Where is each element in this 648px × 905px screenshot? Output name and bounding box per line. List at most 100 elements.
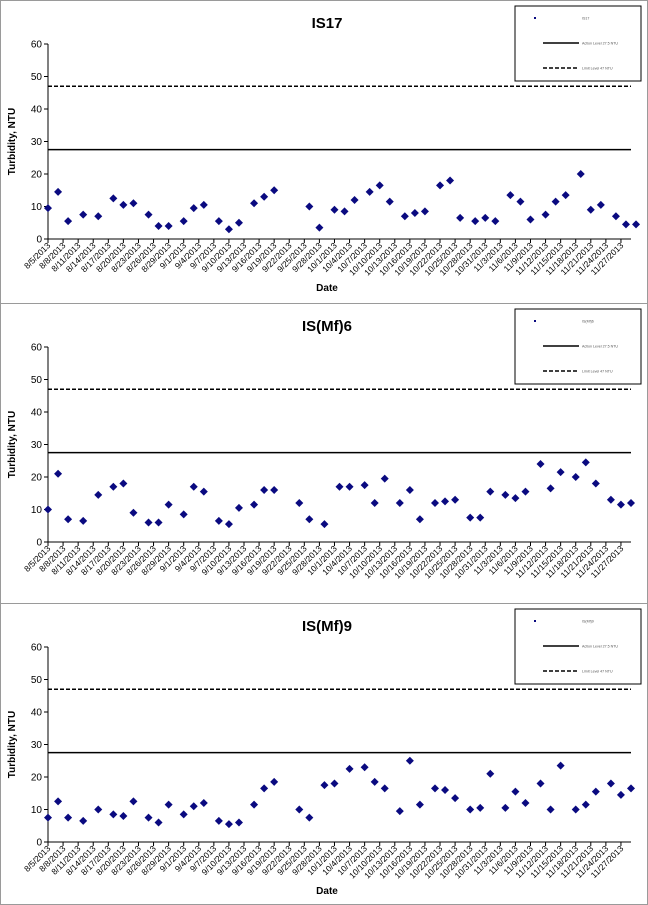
data-point (375, 181, 384, 190)
data-point (164, 222, 173, 230)
data-point (466, 805, 475, 814)
data-point (632, 220, 641, 229)
data-point (380, 474, 389, 483)
data-point (370, 499, 379, 507)
data-point (441, 786, 450, 794)
data-point (64, 217, 73, 226)
data-point (330, 779, 339, 788)
legend-label: IS17 (582, 17, 589, 21)
legend-marker (534, 320, 536, 322)
data-point (395, 499, 404, 507)
data-point (385, 197, 394, 206)
legend-label: Action Level 27.5 NTU (582, 645, 618, 649)
data-point (606, 495, 615, 504)
y-tick-label: 0 (36, 538, 42, 549)
data-point (410, 209, 419, 217)
legend-label: Action Level 27.5 NTU (582, 345, 618, 349)
chart-title: IS(Mf)6 (302, 318, 352, 335)
data-point (154, 518, 163, 527)
y-tick-label: 20 (31, 170, 43, 181)
data-point (486, 769, 495, 778)
data-point (295, 499, 304, 507)
data-point (129, 797, 138, 806)
data-point (405, 486, 414, 494)
data-point (606, 779, 615, 788)
data-point (395, 807, 404, 816)
legend-label: Limit Level 47 NTU (582, 670, 613, 674)
y-axis-title: Turbidity, NTU (7, 108, 18, 175)
data-point (551, 197, 560, 206)
y-tick-label: 30 (31, 440, 43, 451)
data-point (370, 777, 379, 786)
data-point (179, 217, 188, 226)
data-point (546, 805, 555, 814)
data-point (415, 515, 424, 524)
data-point (591, 479, 600, 488)
data-point (511, 787, 520, 796)
data-point (320, 520, 329, 529)
chart-ismf6: IS(Mf)601020304050608/5/20138/8/20138/11… (7, 308, 642, 580)
data-point (64, 813, 73, 822)
data-point (441, 497, 450, 506)
data-point (164, 500, 173, 509)
data-point (446, 176, 455, 185)
data-point (491, 217, 500, 226)
data-point (94, 212, 103, 221)
data-point (360, 481, 369, 490)
data-point (260, 784, 269, 793)
data-point (109, 194, 118, 203)
data-point (214, 816, 223, 825)
data-point (380, 784, 389, 793)
data-point (189, 204, 198, 213)
y-tick-label: 0 (36, 235, 42, 246)
data-point (536, 779, 545, 788)
data-point (546, 484, 555, 493)
data-point (234, 818, 243, 827)
data-point (365, 187, 374, 196)
data-point (260, 486, 269, 494)
data-point (234, 503, 243, 512)
data-point (501, 490, 510, 499)
data-point (44, 204, 52, 213)
data-point (521, 799, 530, 807)
data-point (340, 207, 349, 216)
data-point (64, 515, 73, 524)
data-point (486, 487, 495, 496)
data-point (179, 510, 188, 519)
data-point (129, 199, 138, 208)
data-point (250, 199, 259, 208)
y-tick-label: 30 (31, 740, 43, 751)
data-point (119, 812, 128, 820)
data-point (54, 469, 63, 478)
data-point (521, 487, 530, 496)
chart-title: IS(Mf)9 (302, 618, 352, 635)
x-axis-title: Date (316, 283, 338, 294)
y-tick-label: 20 (31, 473, 43, 484)
data-point (576, 170, 585, 178)
legend-label: Limit Level 47 NTU (582, 370, 613, 374)
legend-marker (534, 17, 536, 19)
data-point (541, 210, 550, 219)
data-point (214, 516, 223, 525)
data-point (430, 499, 439, 507)
data-point (430, 784, 439, 793)
data-point (571, 805, 580, 814)
chart-panel-is17: IS17 0 10 20 30 40 50 60 8/5/2013 8/8/2013 8/11/20… (1, 1, 647, 303)
data-point (526, 215, 535, 224)
data-point (511, 494, 520, 503)
data-point (250, 500, 259, 509)
data-point (224, 820, 233, 829)
data-point (189, 482, 198, 491)
y-tick-label: 60 (31, 40, 43, 51)
chart-ismf9: IS(Mf)901020304050608/5/20138/8/20138/11… (7, 608, 642, 897)
data-point (581, 458, 590, 467)
data-point (456, 213, 465, 222)
y-tick-label: 20 (31, 773, 43, 784)
legend-label: Action Level 27.5 NTU (582, 42, 618, 46)
data-point (627, 499, 635, 507)
data-point (350, 196, 359, 204)
data-point (295, 805, 304, 814)
data-point (516, 197, 525, 206)
data-point (345, 482, 354, 491)
data-point (305, 813, 314, 822)
